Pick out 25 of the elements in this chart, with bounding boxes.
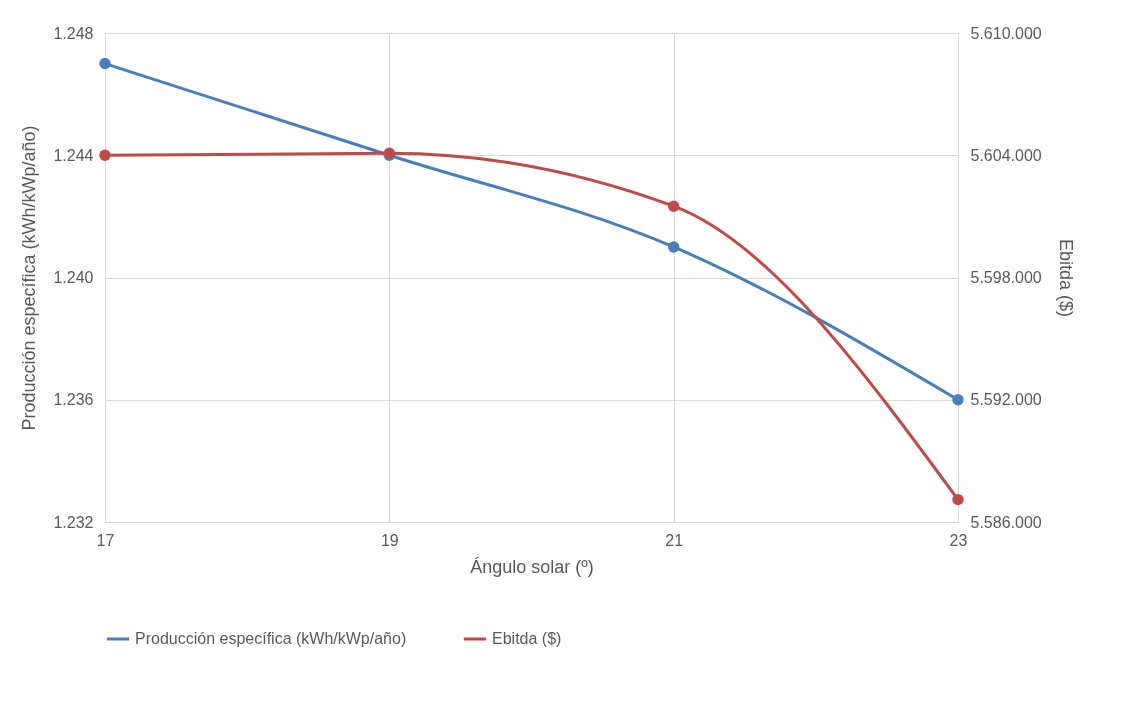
y2-axis-title: Ebitda ($) — [1055, 238, 1076, 318]
x-tick-label: 23 — [949, 531, 968, 549]
point — [99, 149, 111, 161]
legend-label: Producción específica (kWh/kWp/año) — [135, 630, 407, 647]
x-tick-label: 17 — [96, 531, 115, 549]
point — [952, 493, 964, 506]
y2-tick-label: 5.586.000 — [970, 513, 1042, 531]
x-axis-title: Ángulo solar (º) — [470, 556, 594, 577]
x-tick-label: 19 — [380, 531, 399, 549]
y-tick-label: 1.232 — [53, 513, 94, 531]
point — [952, 394, 964, 406]
y2-tick-label: 5.592.000 — [970, 391, 1042, 409]
point — [667, 241, 680, 253]
y2-tick-label: 5.604.000 — [970, 146, 1042, 164]
x-tick-label: 21 — [665, 531, 684, 549]
point — [99, 57, 111, 70]
point — [667, 200, 680, 212]
y-tick-label: 1.236 — [53, 391, 94, 409]
y-tick-label: 1.248 — [53, 24, 94, 42]
y2-tick-label: 5.598.000 — [970, 269, 1042, 286]
y-axis-title: Producción específica (kWh/kWp/año) — [19, 125, 40, 431]
legend-label: Ebitda ($) — [492, 630, 562, 647]
y-tick-label: 1.240 — [53, 269, 94, 286]
y-tick-label: 1.244 — [53, 146, 94, 164]
y2-tick-label: 5.610.000 — [970, 24, 1042, 42]
